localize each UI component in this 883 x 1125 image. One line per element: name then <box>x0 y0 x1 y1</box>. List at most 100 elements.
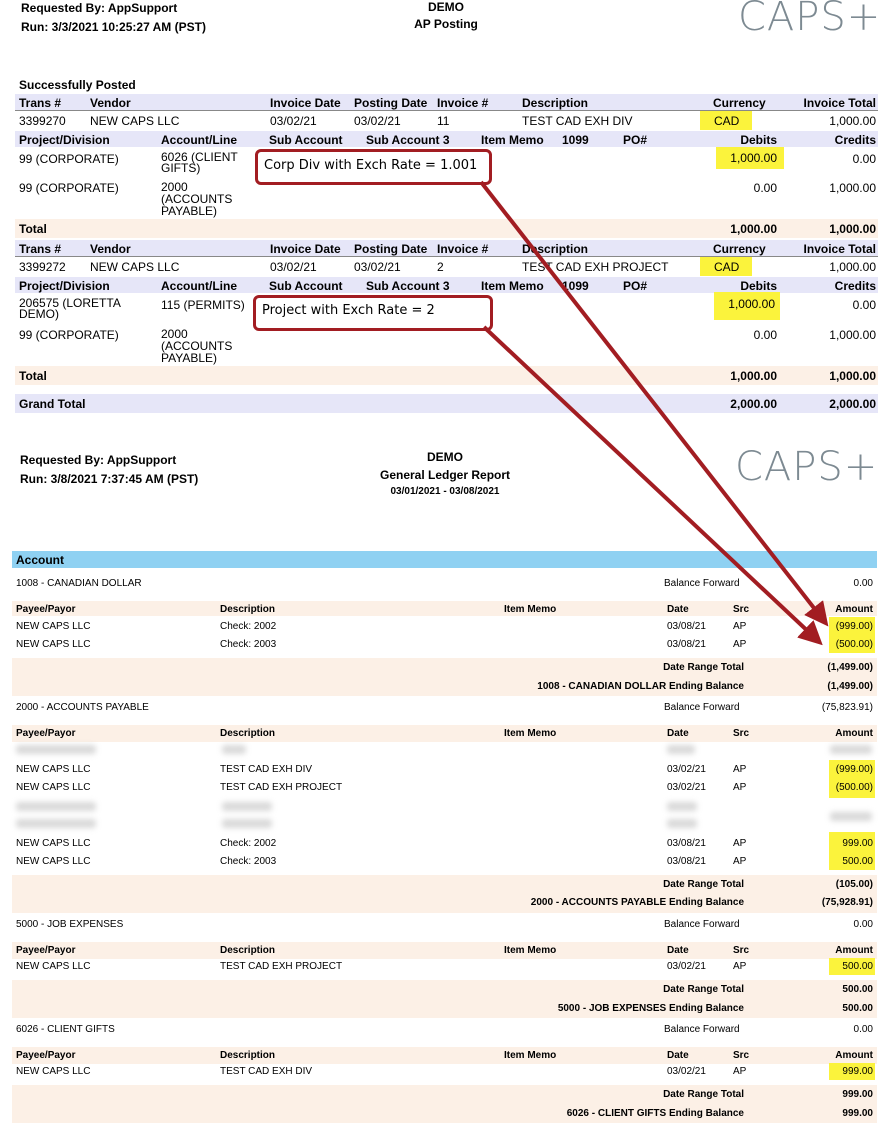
total-credits: 1,000.00 <box>829 222 876 236</box>
line-credit: 1,000.00 <box>829 328 876 342</box>
gl-amount: (500.00) <box>829 778 875 798</box>
gl-desc: TEST CAD EXH PROJECT <box>220 782 343 793</box>
gl-company: DEMO <box>427 450 463 464</box>
line-project: 206575 (LORETTA DEMO) <box>19 296 121 321</box>
gl-date: 03/08/21 <box>667 621 706 632</box>
ending-balance-label: 6026 - CLIENT GIFTS Ending Balance <box>566 1108 744 1119</box>
gl-src: AP <box>733 961 747 972</box>
gl-src: AP <box>733 782 747 793</box>
gl-payee: NEW CAPS LLC <box>16 856 91 867</box>
gl-src: AP <box>733 838 747 849</box>
gl-date: 03/02/21 <box>667 782 706 793</box>
col-desc: Description <box>220 1050 276 1061</box>
col-trans: Trans # <box>19 242 62 256</box>
col-account-line: Account/Line <box>161 133 238 147</box>
gl-src: AP <box>733 1066 747 1077</box>
col-amount: Amount <box>835 1050 873 1061</box>
gl-date: 03/02/21 <box>667 1066 706 1077</box>
col-desc: Description <box>220 604 276 615</box>
account-name: 5000 - JOB EXPENSES <box>16 919 124 930</box>
trans-invoice-date: 03/02/21 <box>270 260 317 274</box>
col-desc: Description <box>220 945 276 956</box>
col-item-memo: Item Memo <box>504 1050 557 1061</box>
balance-forward-value: 0.00 <box>853 919 873 930</box>
trans-number: 3399272 <box>19 260 66 274</box>
grand-total-label: Grand Total <box>19 397 86 411</box>
col-1099: 1099 <box>562 133 589 147</box>
redacted-cell <box>667 819 697 828</box>
gl-src: AP <box>733 621 747 632</box>
gl-desc: Check: 2002 <box>220 838 277 849</box>
col-currency: Currency <box>713 96 766 110</box>
ap-section-title: Successfully Posted <box>19 78 136 92</box>
date-range-total: (105.00) <box>835 879 873 890</box>
ap-company: DEMO <box>428 0 464 14</box>
ending-balance: 999.00 <box>842 1108 873 1119</box>
line-debit: 1,000.00 <box>714 292 780 320</box>
callout-project: Project with Exch Rate = 2 <box>253 295 493 331</box>
ending-balance-label: 5000 - JOB EXPENSES Ending Balance <box>557 1003 744 1014</box>
trans-description: TEST CAD EXH PROJECT <box>522 260 669 274</box>
caps-logo: CAPS+ <box>735 444 879 490</box>
col-po: PO# <box>623 133 648 147</box>
gl-requested-by: Requested By: AppSupport <box>20 453 177 467</box>
total-credits: 1,000.00 <box>829 369 876 383</box>
gl-report-title: General Ledger Report <box>379 468 511 482</box>
redacted-cell <box>16 819 96 828</box>
date-range-total: (1,499.00) <box>827 662 873 673</box>
gl-header-band <box>12 942 877 959</box>
total-debits: 1,000.00 <box>730 369 777 383</box>
col-invoice-no: Invoice # <box>437 96 489 110</box>
balance-forward-label: Balance Forward <box>664 919 740 930</box>
col-amount: Amount <box>835 945 873 956</box>
col-account-line: Account/Line <box>161 279 238 293</box>
col-description: Description <box>522 242 589 256</box>
redacted-cell <box>16 745 96 754</box>
total-label: Total <box>19 222 47 236</box>
gl-desc: Check: 2003 <box>220 856 277 867</box>
date-range-total-label: Date Range Total <box>663 984 744 995</box>
line-debit: 0.00 <box>753 328 777 342</box>
redacted-cell <box>222 802 272 811</box>
col-item-memo: Item Memo <box>504 604 557 615</box>
col-date: Date <box>667 1050 689 1061</box>
gl-payee: NEW CAPS LLC <box>16 621 91 632</box>
balance-forward-label: Balance Forward <box>664 702 740 713</box>
trans-invoice-no: 11 <box>437 114 450 128</box>
trans-invoice-total: 1,000.00 <box>829 114 876 128</box>
account-name: 1008 - CANADIAN DOLLAR <box>16 578 142 589</box>
redacted-cell <box>16 802 96 811</box>
col-item-memo: Item Memo <box>481 133 544 147</box>
balance-forward-value: 0.00 <box>853 1024 873 1035</box>
gl-amount: 500.00 <box>829 958 875 975</box>
date-range-total-label: Date Range Total <box>663 1089 744 1100</box>
gl-date: 03/08/21 <box>667 856 706 867</box>
col-payee: Payee/Payor <box>16 945 76 956</box>
col-invoice-total: Invoice Total <box>803 96 876 110</box>
gl-amount: (999.00) <box>829 617 875 635</box>
col-src: Src <box>733 728 750 739</box>
gl-payee: NEW CAPS LLC <box>16 639 91 650</box>
redacted-cell <box>667 745 695 754</box>
col-invoice-total: Invoice Total <box>803 242 876 256</box>
trans-header-band <box>15 94 878 110</box>
col-description: Description <box>522 96 589 110</box>
ending-balance: (75,928.91) <box>821 897 873 908</box>
line-debit: 1,000.00 <box>716 147 784 169</box>
col-project: Project/Division <box>19 279 110 293</box>
trans-posting-date: 03/02/21 <box>354 114 401 128</box>
total-debits: 1,000.00 <box>730 222 777 236</box>
line-account: 6026 (CLIENT GIFTS) <box>161 150 238 175</box>
trans-invoice-total: 1,000.00 <box>829 260 876 274</box>
col-sub-account: Sub Account <box>269 279 343 293</box>
gl-header-band <box>12 1047 877 1064</box>
gl-run-time: Run: 3/8/2021 7:37:45 AM (PST) <box>20 472 199 486</box>
ap-run-time: Run: 3/3/2021 10:25:27 AM (PST) <box>21 20 206 34</box>
gl-src: AP <box>733 639 747 650</box>
col-sub-account-3: Sub Account 3 <box>366 133 450 147</box>
line-project: 99 (CORPORATE) <box>19 181 119 195</box>
caps-logo: CAPS+ <box>738 0 882 40</box>
gl-payee: NEW CAPS LLC <box>16 838 91 849</box>
account-name: 6026 - CLIENT GIFTS <box>16 1024 115 1035</box>
callout-corp-div: Corp Div with Exch Rate = 1.001 <box>255 149 492 185</box>
